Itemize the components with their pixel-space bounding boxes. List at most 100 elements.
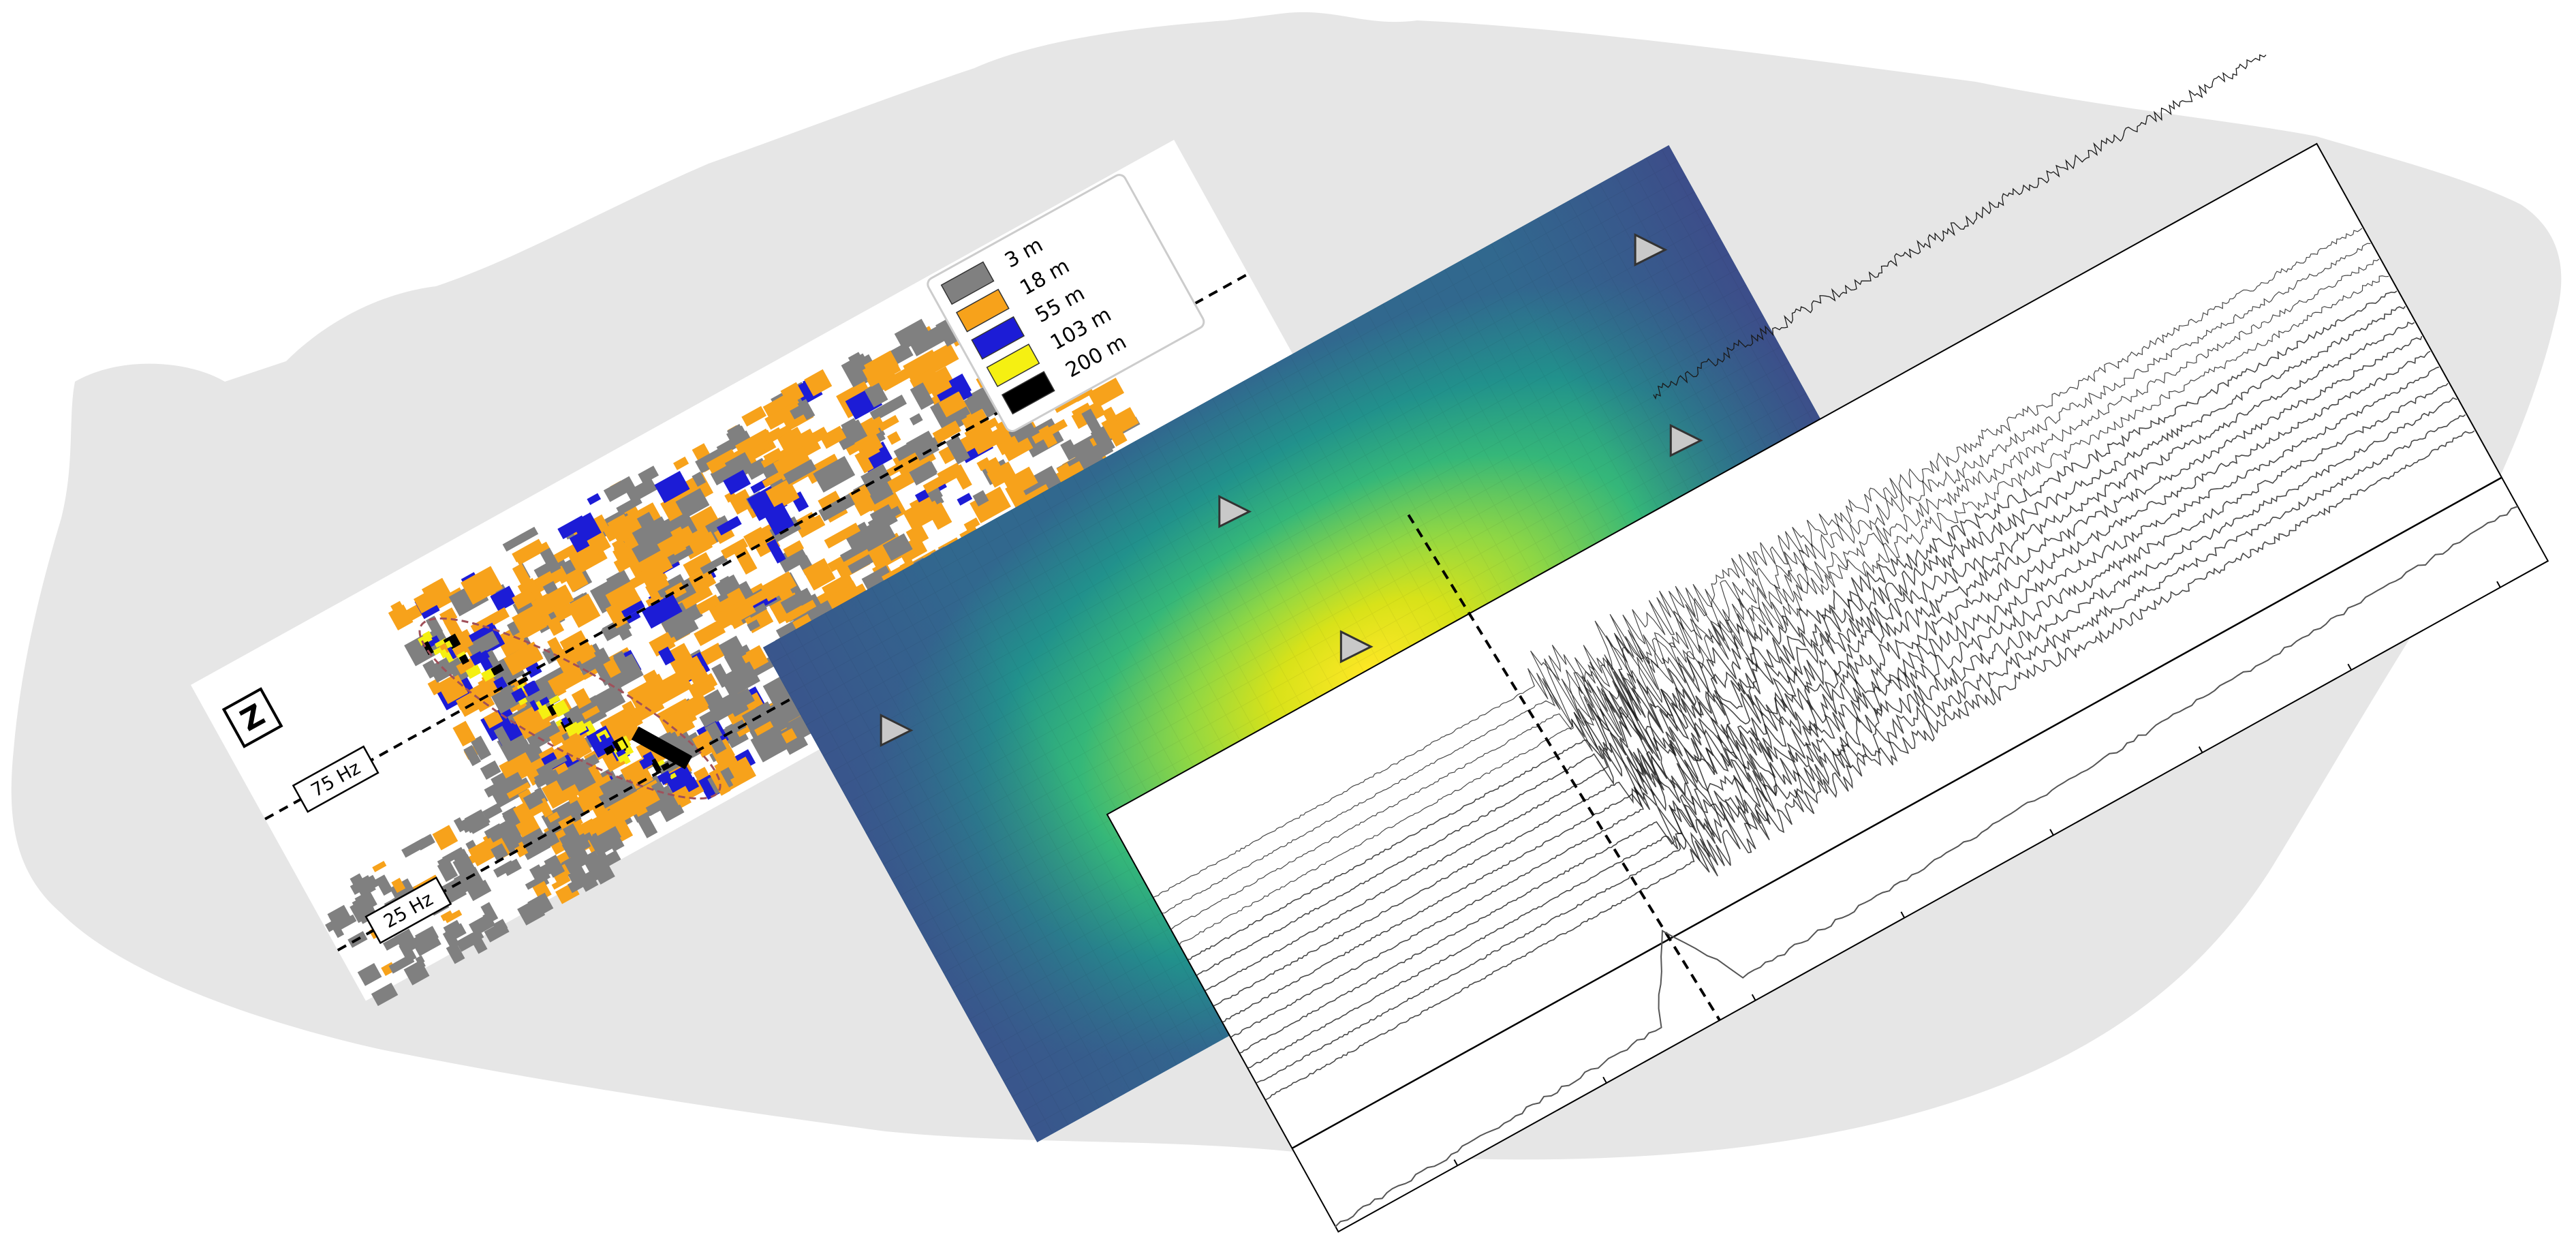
class-pixel (328, 911, 348, 932)
class-pixel (572, 638, 596, 665)
class-pixel (468, 837, 500, 867)
class-pixel (657, 770, 671, 782)
class-pixel (724, 452, 755, 481)
class-pixel (878, 414, 899, 431)
class-pixel (511, 687, 527, 703)
class-pixel (741, 429, 773, 453)
class-pixel (860, 463, 896, 499)
class-pixel (447, 646, 457, 660)
class-pixel (572, 720, 587, 735)
seismic-trace (1653, 54, 2267, 400)
class-pixel (515, 815, 540, 838)
class-pixel (969, 486, 1011, 523)
class-pixel (938, 391, 967, 418)
class-pixel (547, 665, 586, 696)
class-pixel (467, 816, 491, 834)
class-pixel (422, 641, 434, 656)
class-pixel (566, 860, 587, 883)
class-pixel (730, 700, 749, 717)
class-pixel (459, 654, 469, 665)
class-pixel (498, 829, 520, 853)
class-pixel (664, 643, 696, 675)
class-pixel (516, 607, 547, 638)
class-pixel (539, 697, 550, 706)
class-pixel (412, 960, 426, 972)
class-pixel (493, 726, 514, 751)
class-pixel (660, 608, 694, 639)
class-pixel (540, 547, 561, 574)
class-pixel (456, 932, 478, 952)
class-pixel (687, 675, 715, 701)
class-pixel (467, 630, 500, 658)
class-pixel (747, 619, 760, 632)
class-pixel (762, 471, 784, 488)
class-pixel (645, 553, 673, 579)
class-pixel (675, 488, 710, 519)
class-pixel (548, 727, 573, 747)
class-pixel (765, 478, 800, 511)
class-pixel (547, 811, 560, 823)
class-pixel (726, 423, 743, 438)
class-pixel (639, 756, 653, 769)
class-pixel (766, 538, 786, 564)
class-pixel (453, 817, 467, 833)
class-pixel (617, 739, 627, 750)
class-pixel (893, 439, 921, 461)
seismic-traces (1152, 54, 2475, 1101)
class-pixel (410, 928, 441, 957)
class-pixel (599, 774, 627, 795)
class-pixel (854, 450, 874, 474)
class-pixel (536, 754, 568, 776)
class-pixel (482, 803, 503, 821)
class-pixel (1003, 466, 1041, 502)
envelope-curve (1334, 506, 2518, 1228)
class-pixel (733, 546, 758, 575)
class-pixel (658, 646, 676, 666)
class-pixel (538, 707, 548, 720)
class-pixel (578, 753, 600, 772)
class-pixel (502, 526, 539, 552)
component-badge: Z (221, 687, 283, 748)
class-pixel (488, 772, 529, 808)
class-pixel (632, 516, 673, 553)
class-pixel (661, 762, 671, 772)
class-pixel (796, 515, 826, 538)
class-pixel (780, 587, 813, 614)
class-pixel (868, 416, 884, 431)
class-pixel (593, 862, 615, 885)
class-pixel (433, 647, 443, 656)
class-pixel (624, 552, 645, 579)
class-pixel (546, 616, 565, 637)
class-pixel (719, 661, 760, 698)
class-pixel (452, 720, 476, 747)
class-pixel (592, 823, 622, 849)
class-pixel (446, 942, 465, 964)
class-pixel (483, 710, 503, 729)
class-pixel (695, 448, 725, 474)
class-pixel (523, 686, 551, 713)
seismic-trace (1204, 321, 2415, 992)
class-pixel (724, 491, 737, 503)
class-pixel (547, 703, 559, 716)
class-pixel (465, 665, 482, 679)
class-pixel (506, 782, 531, 799)
seismic-trace (1196, 305, 2406, 977)
class-pixel (427, 678, 444, 696)
class-pixel (645, 759, 653, 766)
class-pixel (649, 632, 676, 657)
class-pixel (910, 382, 935, 410)
class-pixel (905, 523, 929, 547)
class-pixel (499, 751, 536, 786)
class-pixel (413, 587, 443, 614)
class-pixel (512, 563, 533, 590)
axis-tick (1453, 1159, 1459, 1166)
class-pixel (709, 767, 731, 796)
class-pixel (468, 913, 496, 936)
axis-tick (1751, 994, 1756, 1001)
class-pixel (813, 455, 856, 493)
class-pixel (391, 877, 406, 894)
legend-swatch (1001, 371, 1055, 415)
class-pixel (1090, 426, 1115, 455)
class-pixel (764, 694, 803, 730)
